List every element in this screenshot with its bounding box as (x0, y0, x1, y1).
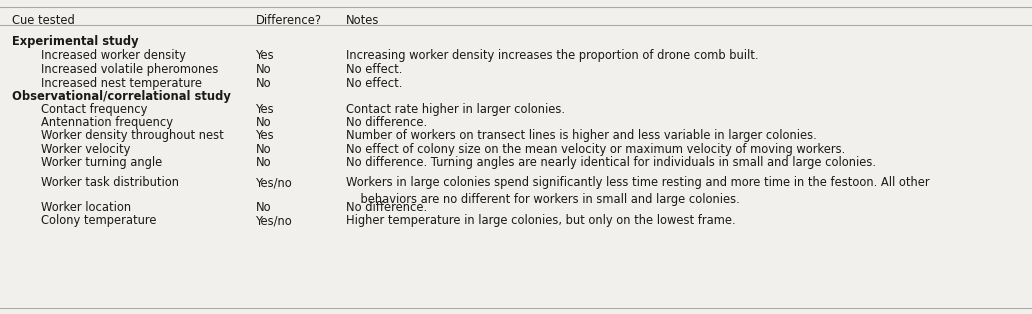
Text: Increasing worker density increases the proportion of drone comb built.: Increasing worker density increases the … (346, 49, 759, 62)
Text: Increased nest temperature: Increased nest temperature (41, 77, 202, 89)
Text: Contact rate higher in larger colonies.: Contact rate higher in larger colonies. (346, 103, 565, 116)
Text: Yes: Yes (256, 129, 275, 142)
Text: Yes/no: Yes/no (256, 176, 293, 189)
Text: No: No (256, 116, 271, 129)
Text: Yes: Yes (256, 49, 275, 62)
Text: Higher temperature in large colonies, but only on the lowest frame.: Higher temperature in large colonies, bu… (346, 214, 736, 227)
Text: Contact frequency: Contact frequency (41, 103, 148, 116)
Text: Yes/no: Yes/no (256, 214, 293, 227)
Text: Worker location: Worker location (41, 201, 131, 214)
Text: Cue tested: Cue tested (12, 14, 75, 27)
Text: No difference.: No difference. (346, 201, 427, 214)
Text: No effect of colony size on the mean velocity or maximum velocity of moving work: No effect of colony size on the mean vel… (346, 143, 845, 155)
Text: No effect.: No effect. (346, 77, 402, 89)
Text: Worker density throughout nest: Worker density throughout nest (41, 129, 224, 142)
Text: Difference?: Difference? (256, 14, 322, 27)
Text: Worker velocity: Worker velocity (41, 143, 131, 155)
Text: Observational/correlational study: Observational/correlational study (12, 90, 231, 103)
Text: No difference.: No difference. (346, 116, 427, 129)
Text: Increased worker density: Increased worker density (41, 49, 186, 62)
Text: Worker turning angle: Worker turning angle (41, 156, 162, 169)
Text: Colony temperature: Colony temperature (41, 214, 157, 227)
Text: Notes: Notes (346, 14, 379, 27)
Text: Experimental study: Experimental study (12, 35, 139, 48)
Text: Worker task distribution: Worker task distribution (41, 176, 180, 189)
Text: Increased volatile pheromones: Increased volatile pheromones (41, 63, 219, 76)
Text: No: No (256, 63, 271, 76)
Text: Antennation frequency: Antennation frequency (41, 116, 173, 129)
Text: Yes: Yes (256, 103, 275, 116)
Text: Workers in large colonies spend significantly less time resting and more time in: Workers in large colonies spend signific… (346, 176, 930, 207)
Text: No difference. Turning angles are nearly identical for individuals in small and : No difference. Turning angles are nearly… (346, 156, 876, 169)
Text: No: No (256, 143, 271, 155)
Text: No: No (256, 201, 271, 214)
Text: No effect.: No effect. (346, 63, 402, 76)
Text: No: No (256, 77, 271, 89)
Text: Number of workers on transect lines is higher and less variable in larger coloni: Number of workers on transect lines is h… (346, 129, 816, 142)
Text: No: No (256, 156, 271, 169)
